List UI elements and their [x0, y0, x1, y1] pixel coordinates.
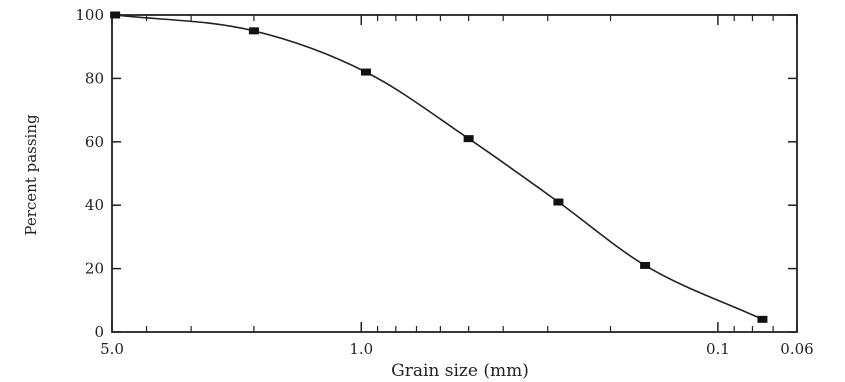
y-tick-label: 0: [94, 323, 104, 341]
y-tick-label: 60: [85, 133, 104, 151]
x-axis-label: Grain size (mm): [391, 361, 529, 381]
y-tick-label: 20: [85, 260, 104, 278]
data-point: [248, 27, 259, 35]
x-axis-ticks: 5.0 1.0 0.1 0.06: [100, 15, 814, 358]
data-point: [640, 261, 651, 269]
plot-frame: [111, 14, 798, 333]
y-tick-label: 80: [85, 69, 104, 87]
data-point: [463, 135, 474, 143]
data-point: [553, 198, 564, 206]
x-tick-label: 1.0: [349, 340, 373, 358]
x-tick-label: 0.1: [706, 340, 730, 358]
y-tick-label: 40: [85, 196, 104, 214]
y-tick-label: 100: [75, 6, 104, 24]
y-axis-label: Percent passing: [22, 114, 40, 236]
y-axis-ticks: 0 20 40 60 80 100: [75, 6, 797, 341]
fit-curve: [115, 14, 763, 321]
x-tick-label: 0.06: [780, 340, 813, 358]
data-points: [110, 11, 768, 323]
minor-ticks: [145, 15, 774, 332]
x-tick-label: 5.0: [100, 340, 124, 358]
data-point: [757, 315, 768, 323]
data-point: [110, 11, 121, 19]
data-point: [360, 68, 371, 76]
